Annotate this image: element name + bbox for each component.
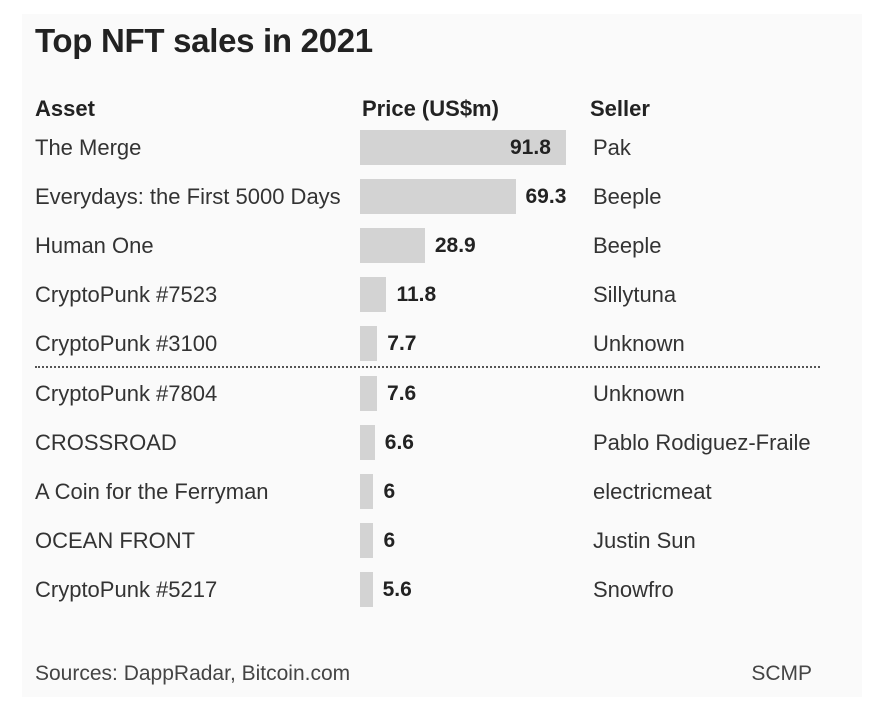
- table-row: OCEAN FRONT 6 Justin Sun: [0, 521, 874, 561]
- seller-name: Justin Sun: [593, 527, 696, 553]
- seller-name: Unknown: [593, 380, 685, 406]
- table-row: CryptoPunk #7523 11.8 Sillytuna: [0, 275, 874, 315]
- asset-name: CryptoPunk #7804: [35, 380, 218, 406]
- seller-name: Snowfro: [593, 576, 674, 602]
- sources-note: Sources: DappRadar, Bitcoin.com: [35, 662, 351, 685]
- price-value-label: 91.8: [510, 136, 551, 159]
- price-bar: [360, 326, 378, 362]
- table-row: CryptoPunk #7804 7.6 Unknown: [0, 374, 874, 414]
- price-bar: [360, 130, 566, 165]
- price-bar: [360, 277, 387, 313]
- price-value-label: 6: [383, 479, 396, 503]
- seller-name: Beeple: [593, 233, 662, 259]
- table-row: A Coin for the Ferryman 6 electricmeat: [0, 472, 874, 512]
- table-row: CryptoPunk #5217 5.6 Snowfro: [0, 570, 874, 610]
- price-value-label: 11.8: [396, 283, 437, 307]
- column-header-price: Price (US$m): [362, 96, 499, 121]
- price-value-label: 5.6: [382, 577, 412, 601]
- price-bar: [360, 424, 375, 460]
- asset-name: Human One: [35, 233, 154, 259]
- price-value-label: 7.7: [387, 332, 417, 356]
- price-bar: [360, 179, 516, 215]
- price-value-label: 69.3: [525, 185, 567, 209]
- seller-name: Pak: [593, 135, 631, 160]
- price-bar: [360, 473, 374, 509]
- price-bar: [360, 228, 425, 264]
- divider-line: [35, 366, 820, 368]
- seller-name: Unknown: [593, 331, 685, 357]
- credit-label: SCMP: [751, 662, 812, 685]
- chart-panel: [22, 14, 862, 697]
- seller-name: Pablo Rodiguez-Fraile: [593, 429, 811, 455]
- table-row: CROSSROAD 6.6 Pablo Rodiguez-Fraile: [0, 423, 874, 463]
- seller-name: electricmeat: [593, 478, 712, 504]
- seller-name: Beeple: [593, 184, 662, 210]
- price-value-label: 28.9: [434, 234, 476, 258]
- column-header-seller: Seller: [590, 96, 650, 121]
- table-row: Everydays: the First 5000 Days 69.3 Beeple: [0, 177, 874, 217]
- seller-name: Sillytuna: [593, 282, 677, 308]
- asset-name: CROSSROAD: [35, 429, 177, 455]
- price-value-label: 6: [383, 528, 396, 552]
- asset-name: CryptoPunk #7523: [35, 282, 218, 308]
- asset-name: CryptoPunk #3100: [35, 331, 218, 357]
- asset-name: OCEAN FRONT: [35, 527, 196, 553]
- asset-name: A Coin for the Ferryman: [35, 478, 269, 504]
- price-bar: [360, 375, 378, 411]
- asset-name: The Merge: [35, 135, 142, 160]
- table-row: CryptoPunk #3100 7.7 Unknown: [0, 324, 874, 364]
- price-value-label: 6.6: [384, 430, 414, 454]
- asset-name: Everydays: the First 5000 Days: [35, 184, 341, 210]
- table-row: The Merge 91.8 Pak: [0, 128, 874, 168]
- chart-title: Top NFT sales in 2021: [35, 22, 373, 59]
- table-row: Human One 28.9 Beeple: [0, 226, 874, 266]
- price-value-label: 7.6: [387, 381, 417, 405]
- price-bar: [360, 522, 374, 558]
- asset-name: CryptoPunk #5217: [35, 576, 218, 602]
- column-header-asset: Asset: [35, 96, 95, 121]
- price-bar: [360, 571, 373, 607]
